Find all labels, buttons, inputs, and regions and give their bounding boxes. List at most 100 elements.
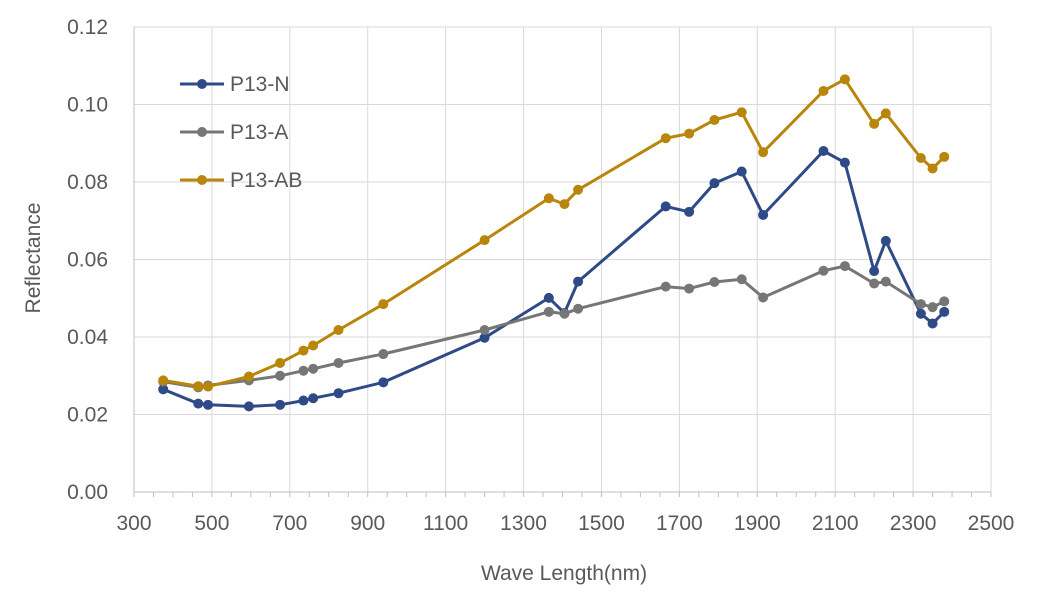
data-point-p13-ab [559,199,570,210]
data-point-p13-ab [203,381,214,392]
legend-label-p13-ab: P13-AB [230,169,302,192]
data-point-p13-a [758,292,769,303]
data-point-p13-a [818,265,829,276]
y-tick-label: 0.04 [67,326,108,349]
x-tick-label: 500 [194,512,229,535]
x-tick-label: 2100 [812,512,859,535]
axis-layer: 0.00 0.02 0.04 0.06 0.08 0.10 0.12 300 500 700 900… [67,16,1014,535]
data-point-p13-ab [243,371,254,382]
y-tick-label: 0.06 [67,249,108,272]
data-point-p13-a [298,365,309,376]
y-tick-label: 0.02 [67,404,108,427]
data-point-p13-n [880,235,891,246]
data-point-p13-ab [333,325,344,336]
x-tick-label: 1900 [734,512,781,535]
x-tick-label: 300 [116,512,151,535]
data-point-p13-ab [573,184,584,195]
data-point-p13-ab [880,108,891,119]
data-point-p13-n [684,206,695,217]
data-point-p13-n [158,384,169,395]
data-point-p13-ab [378,299,389,310]
data-point-p13-a [308,363,319,374]
data-point-p13-ab [736,107,747,118]
data-point-p13-a [660,281,671,292]
data-point-p13-ab [939,151,950,162]
y-tick-label: 0.12 [67,16,108,39]
data-point-p13-a [736,274,747,285]
data-point-p13-ab [818,85,829,96]
data-point-p13-n [193,398,204,409]
data-point-p13-n [818,146,829,156]
x-tick-label: 2300 [890,512,937,535]
data-point-p13-n [758,209,769,220]
data-point-p13-a [559,308,570,319]
data-point-p13-a [839,261,850,272]
series-line-p13-a [162,264,945,389]
legend: P13-N P13-A P13-AB [180,73,302,192]
data-point-p13-a [915,299,926,310]
x-axis-title: Wave Length(nm) [481,562,647,585]
data-point-p13-ab [869,118,880,129]
x-tick-label: 1100 [423,512,468,535]
x-tick-label: 700 [272,512,307,535]
data-point-p13-n [927,318,938,329]
data-point-p13-n [660,201,671,212]
legend-label-p13-n: P13-N [230,73,290,96]
data-point-p13-ab [193,381,204,392]
data-point-p13-ab [543,193,554,204]
data-point-p13-a [573,303,584,314]
x-tick-label: 1700 [656,512,703,535]
data-point-p13-n [378,377,389,388]
legend-label-p13-a: P13-A [230,121,288,144]
data-point-p13-a [927,302,938,313]
data-point-p13-n [573,276,584,287]
data-point-p13-n [275,399,286,410]
data-point-p13-n [839,157,850,168]
data-point-p13-ab [839,74,850,85]
data-point-p13-a [684,283,695,294]
legend-marker-p13-a [197,127,207,137]
data-point-p13-a [939,296,950,307]
data-point-p13-a [709,276,720,287]
legend-marker-p13-ab [197,175,207,185]
data-point-p13-ab [298,345,309,356]
data-point-p13-n [939,306,950,317]
data-point-p13-n [308,393,319,404]
data-point-p13-n [243,401,254,412]
data-point-p13-a [479,325,490,336]
data-point-p13-ab [915,152,926,163]
data-point-p13-n [869,266,880,277]
data-point-p13-ab [308,340,319,351]
data-point-p13-a [333,357,344,368]
data-point-p13-n [333,388,344,399]
data-point-p13-n [543,292,554,303]
x-tick-label: 1300 [500,512,547,535]
series-layer [158,74,950,412]
y-axis-title: Reflectance [22,203,45,314]
data-point-p13-n [298,395,309,406]
legend-marker-p13-n [197,79,207,89]
y-tick-label: 0.08 [67,171,108,194]
data-point-p13-ab [660,133,671,144]
x-tick-label: 1500 [578,512,625,535]
data-point-p13-a [869,278,880,289]
data-point-p13-n [203,399,214,410]
data-point-p13-a [880,276,891,287]
data-point-p13-ab [927,163,938,174]
data-point-p13-ab [758,147,769,158]
data-point-p13-n [736,166,747,177]
data-point-p13-a [275,370,286,381]
x-tick-label: 2500 [968,512,1015,535]
y-tick-label: 0.00 [67,481,108,504]
data-point-p13-ab [684,128,695,139]
data-point-p13-a [378,349,389,360]
data-point-p13-ab [709,115,720,125]
data-point-p13-ab [479,235,490,246]
y-tick-label: 0.10 [67,94,108,117]
data-point-p13-ab [158,375,169,386]
grid-layer [134,26,992,492]
data-point-p13-n [479,332,490,343]
x-tick-label: 900 [350,512,385,535]
